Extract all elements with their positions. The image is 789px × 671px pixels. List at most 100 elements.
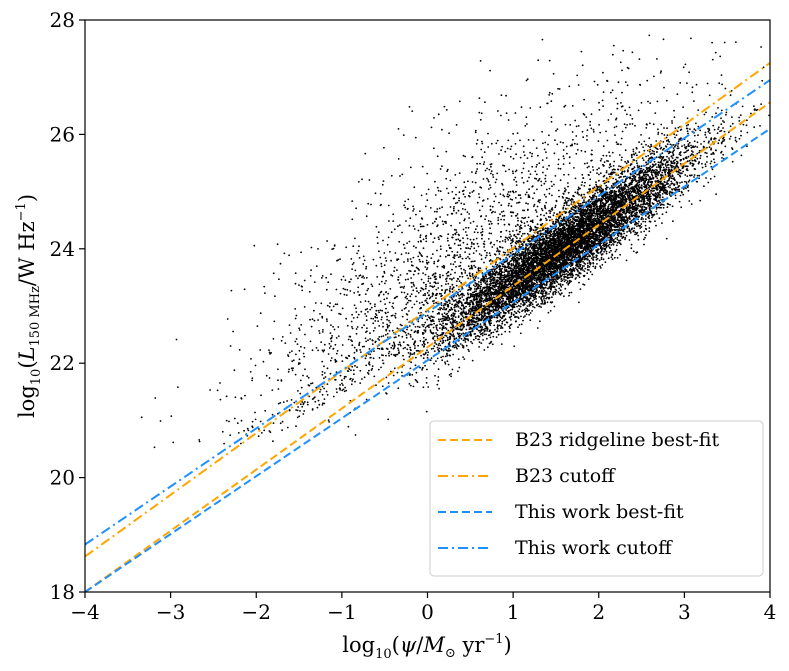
scatter-point [627, 167, 630, 169]
scatter-point [706, 161, 708, 163]
scatter-point [327, 419, 330, 421]
scatter-point [648, 137, 651, 140]
scatter-point [584, 267, 587, 270]
scatter-point [527, 254, 529, 256]
scatter-point [431, 310, 434, 313]
scatter-point [713, 161, 716, 164]
scatter-point [425, 377, 428, 379]
scatter-point [586, 268, 589, 271]
scatter-point [674, 186, 677, 189]
scatter-point [487, 305, 490, 308]
scatter-point [656, 166, 658, 169]
scatter-point [644, 214, 647, 217]
scatter-point [424, 364, 426, 367]
scatter-point [427, 351, 430, 354]
scatter-point [502, 251, 505, 254]
scatter-point [671, 188, 674, 191]
scatter-point [640, 218, 643, 221]
scatter-point [720, 109, 723, 112]
scatter-point [442, 322, 444, 325]
scatter-point [746, 131, 749, 134]
scatter-point [724, 145, 727, 148]
scatter-point [674, 144, 677, 147]
scatter-point [509, 316, 512, 319]
scatter-point [740, 154, 743, 157]
scatter-point [485, 333, 487, 336]
scatter-point [661, 196, 664, 199]
scatter-point [594, 192, 596, 195]
scatter-point [619, 165, 622, 168]
scatter-point [517, 326, 519, 328]
scatter-point [589, 271, 592, 273]
scatter-point [467, 348, 470, 351]
scatter-point [669, 190, 671, 193]
scatter-point [501, 322, 504, 325]
scatter-point [659, 201, 661, 204]
scatter-point [632, 250, 635, 253]
scatter-point [678, 200, 681, 203]
scatter-point [596, 191, 599, 194]
scatter-point [638, 151, 641, 154]
scatter-point [693, 168, 696, 170]
scatter-point [669, 186, 671, 189]
scatter-point [696, 174, 699, 177]
scatter-point [414, 345, 416, 347]
scatter-point [729, 125, 732, 128]
scatter-point [563, 202, 566, 205]
scatter-point [517, 233, 520, 236]
scatter-point [411, 338, 414, 340]
scatter-point [605, 171, 608, 174]
scatter-point [644, 169, 647, 172]
scatter-point [514, 235, 517, 238]
scatter-point [464, 270, 467, 272]
scatter-point [553, 212, 556, 214]
scatter-point [549, 290, 552, 293]
scatter-point [649, 176, 651, 178]
scatter-point [672, 150, 675, 153]
scatter-point [574, 267, 577, 269]
scatter-point [538, 305, 541, 308]
scatter-point [628, 239, 631, 241]
scatter-point [474, 285, 476, 288]
scatter-point [760, 103, 762, 105]
scatter-point [586, 162, 589, 165]
scatter-point [517, 219, 519, 222]
scatter-point [460, 337, 463, 340]
scatter-point [470, 340, 472, 343]
scatter-point [642, 159, 645, 162]
scatter-point [524, 315, 526, 317]
scatter-point [506, 284, 509, 287]
scatter-point [440, 324, 443, 327]
scatter-point [589, 200, 592, 203]
scatter-point [659, 169, 662, 172]
scatter-point [477, 305, 479, 308]
scatter-point [626, 227, 629, 229]
scatter-point [608, 166, 611, 169]
scatter-point [707, 130, 710, 133]
scatter-point [645, 218, 647, 221]
scatter-point [677, 140, 680, 143]
scatter-point [456, 343, 458, 346]
scatter-point [687, 155, 690, 158]
scatter-point [563, 295, 565, 298]
scatter-point [500, 303, 503, 306]
scatter-point [643, 230, 646, 233]
scatter-point [608, 203, 610, 206]
scatter-point [424, 338, 427, 341]
scatter-point [608, 239, 611, 242]
scatter-point [390, 346, 393, 349]
scatter-point [426, 349, 428, 352]
scatter-point [569, 255, 572, 258]
scatter-point [722, 120, 724, 122]
scatter-point [721, 157, 723, 159]
scatter-point [518, 258, 520, 261]
scatter-point [539, 320, 541, 323]
scatter-point [489, 330, 491, 332]
scatter-point [731, 160, 734, 163]
scatter-point [461, 328, 464, 331]
scatter-point [408, 374, 411, 377]
scatter-point [674, 158, 677, 161]
scatter-point [457, 315, 460, 318]
scatter-point [459, 343, 462, 345]
scatter-point [450, 306, 453, 309]
